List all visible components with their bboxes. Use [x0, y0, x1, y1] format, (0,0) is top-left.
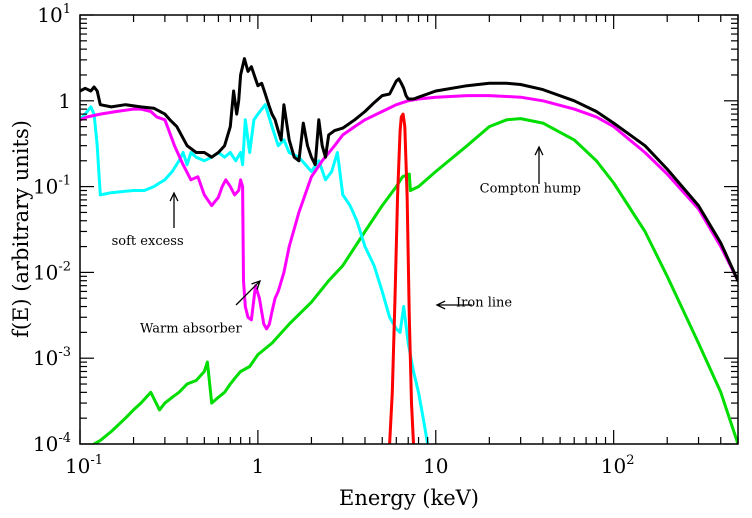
y-tick-label: 10-3 — [33, 345, 71, 370]
plot-frame — [79, 14, 739, 445]
annotation-label: soft excess — [112, 234, 184, 249]
y-tick-label: 10-2 — [33, 259, 71, 284]
series-line-4 — [388, 112, 415, 444]
y-tick-label: 101 — [37, 2, 71, 27]
series-line-1 — [80, 94, 738, 331]
x-tick-label: 10 — [423, 454, 448, 478]
y-axis-label: f(E) (arbitrary units) — [9, 120, 33, 338]
annotation-layer: soft excess Warm absorber Iron line Compton… — [112, 145, 581, 336]
compton-hump-arrow — [534, 145, 544, 184]
x-tick-label: 10-1 — [65, 453, 103, 478]
x-axis-label: Energy (keV) — [339, 486, 479, 510]
y-tick-label: 10-1 — [33, 174, 71, 199]
soft-excess-arrow — [169, 191, 179, 228]
iron-line-arrow — [435, 300, 472, 310]
warm-absorber-arrow — [235, 279, 262, 306]
x-tick-label: 1 — [252, 454, 265, 478]
series-line-0 — [80, 57, 738, 283]
annotation-label: Warm absorber — [140, 321, 242, 336]
series-line-2 — [80, 103, 430, 444]
annotation-label: Iron line — [456, 296, 512, 311]
y-tick-label: 10-4 — [33, 431, 71, 456]
x-tick-label: 102 — [601, 453, 635, 478]
annotation-label: Compton hump — [480, 182, 581, 197]
tick-layer: 10-1 1 10 102 10-4 10-3 10-2 10-1 1 101 — [33, 2, 739, 478]
series-layer — [80, 57, 738, 444]
y-tick-label: 1 — [58, 89, 71, 113]
series-line-3 — [92, 117, 738, 444]
